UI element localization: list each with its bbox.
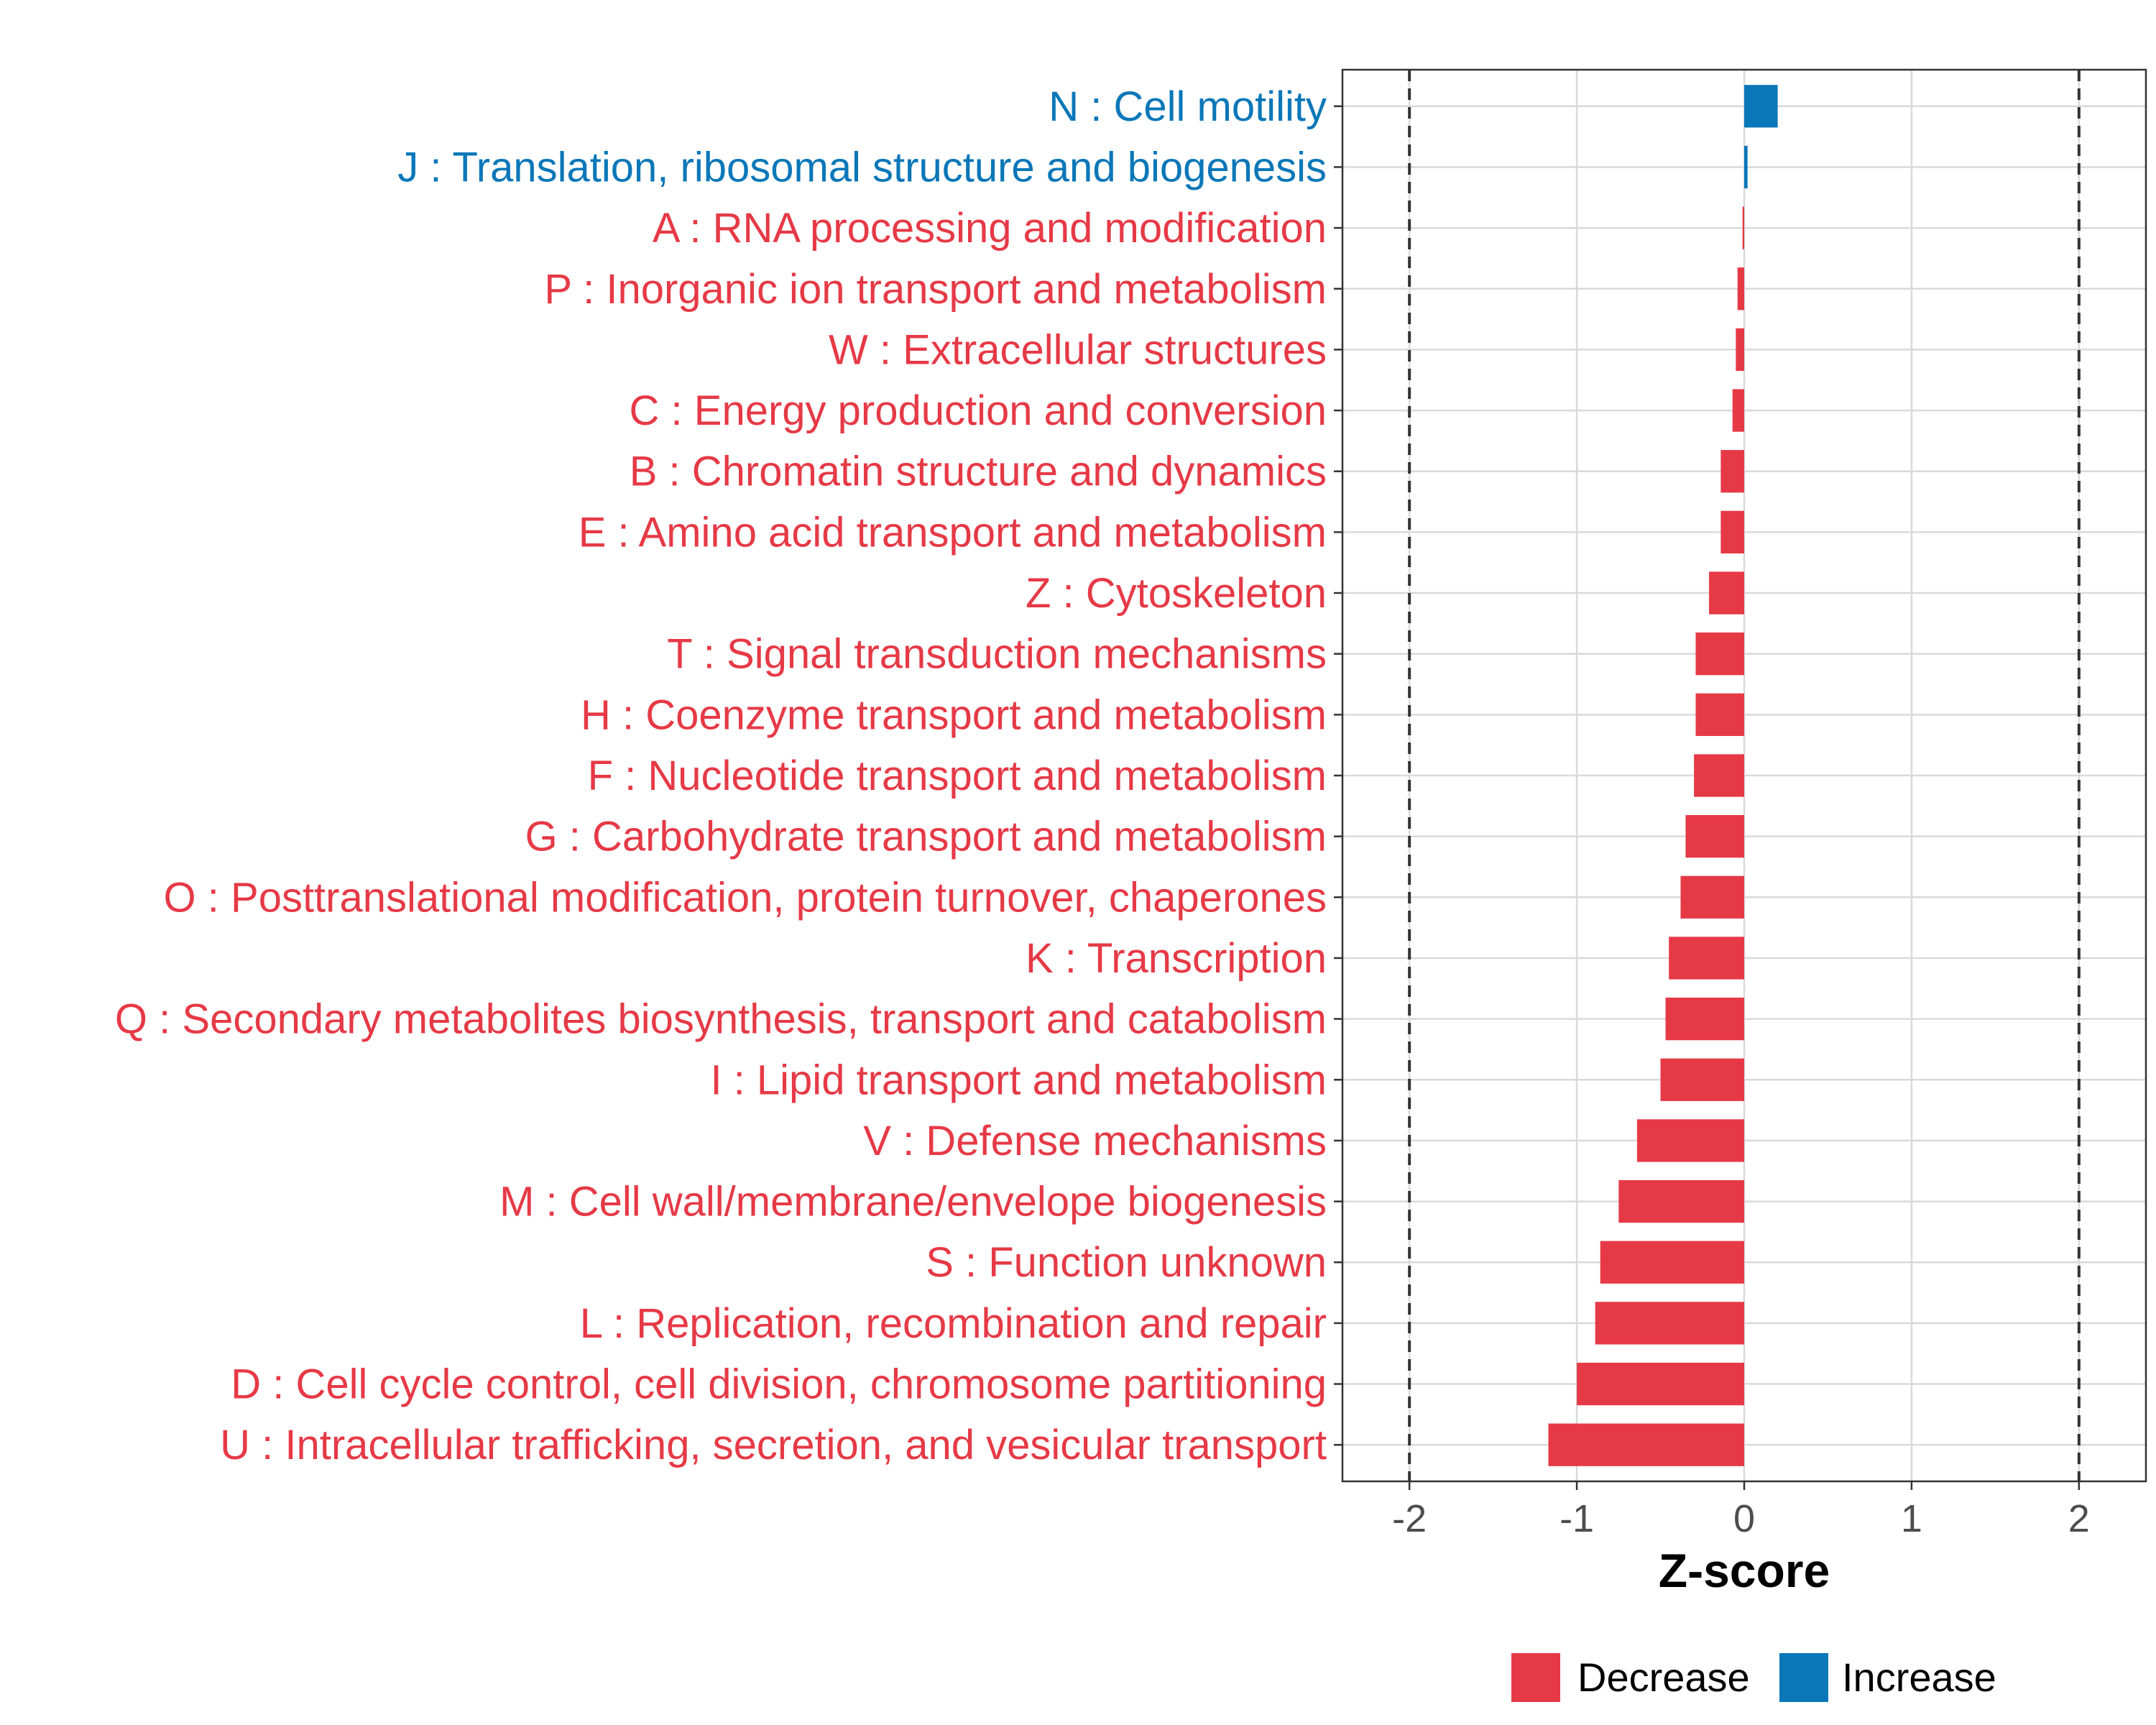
bar (1548, 1423, 1744, 1466)
category-label: S : Function unknown (926, 1239, 1327, 1286)
category-label: K : Transcription (1026, 935, 1327, 982)
x-axis-title: Z-score (1659, 1544, 1830, 1597)
category-label: A : RNA processing and modification (653, 205, 1327, 252)
x-tick-label: -2 (1392, 1497, 1427, 1540)
category-label: B : Chromatin structure and dynamics (630, 448, 1327, 495)
category-label: Z : Cytoskeleton (1026, 570, 1327, 617)
category-label: I : Lipid transport and metabolism (710, 1057, 1327, 1103)
bar (1636, 1119, 1744, 1162)
y-axis-labels: N : Cell motility J : Translation, riboso… (115, 83, 1327, 1468)
bar (1720, 450, 1744, 493)
bar (1720, 510, 1744, 554)
bar (1618, 1179, 1744, 1223)
bar (1669, 937, 1744, 980)
category-label: N : Cell motility (1049, 83, 1327, 130)
bar (1665, 997, 1744, 1041)
category-label: O : Posttranslational modification, prot… (164, 874, 1327, 921)
bar (1694, 754, 1744, 797)
bar (1695, 693, 1744, 736)
category-label: W : Extracellular structures (829, 326, 1327, 373)
bar (1685, 815, 1744, 858)
bar (1736, 328, 1744, 372)
legend: Decrease Increase (1511, 1653, 1996, 1702)
bar (1577, 1362, 1744, 1406)
category-label: F : Nucleotide transport and metabolism (588, 753, 1327, 799)
bar (1660, 1058, 1744, 1101)
category-label: V : Defense mechanisms (863, 1118, 1327, 1164)
bar (1737, 267, 1744, 310)
bar (1595, 1302, 1744, 1345)
x-tick-label: -1 (1560, 1497, 1594, 1540)
bar (1680, 875, 1744, 919)
x-axis-ticks: -2 -1 0 1 2 (1392, 1481, 2090, 1540)
legend-label: Decrease (1577, 1655, 1750, 1700)
category-label: P : Inorganic ion transport and metaboli… (544, 266, 1327, 313)
bar (1744, 145, 1748, 189)
legend-label: Increase (1842, 1655, 1996, 1700)
category-label: U : Intracellular trafficking, secretion… (220, 1422, 1327, 1468)
category-label: L : Replication, recombination and repai… (580, 1300, 1327, 1347)
bar (1709, 571, 1744, 615)
reference-lines (1408, 70, 2081, 1481)
x-tick-label: 1 (1901, 1497, 1922, 1540)
category-label: G : Carbohydrate transport and metabolis… (525, 814, 1327, 860)
category-label: E : Amino acid transport and metabolism (579, 509, 1327, 556)
category-label: D : Cell cycle control, cell division, c… (231, 1361, 1327, 1408)
bars (1548, 85, 1778, 1466)
bar (1744, 85, 1778, 128)
legend-swatch (1779, 1653, 1828, 1702)
x-tick-label: 2 (2068, 1497, 2090, 1540)
category-label: Q : Secondary metabolites biosynthesis, … (115, 996, 1327, 1043)
category-label: J : Translation, ribosomal structure and… (397, 144, 1327, 190)
legend-swatch (1511, 1653, 1560, 1702)
bar (1695, 632, 1744, 676)
category-label: T : Signal transduction mechanisms (667, 631, 1327, 678)
category-label: C : Energy production and conversion (630, 387, 1327, 434)
y-axis-ticks (1334, 105, 1342, 1446)
bar (1732, 389, 1744, 432)
category-label: M : Cell wall/membrane/envelope biogenes… (499, 1179, 1327, 1225)
bar (1600, 1241, 1744, 1284)
x-tick-label: 0 (1733, 1497, 1755, 1540)
category-label: H : Coenzyme transport and metabolism (581, 691, 1327, 738)
bar (1742, 206, 1744, 249)
